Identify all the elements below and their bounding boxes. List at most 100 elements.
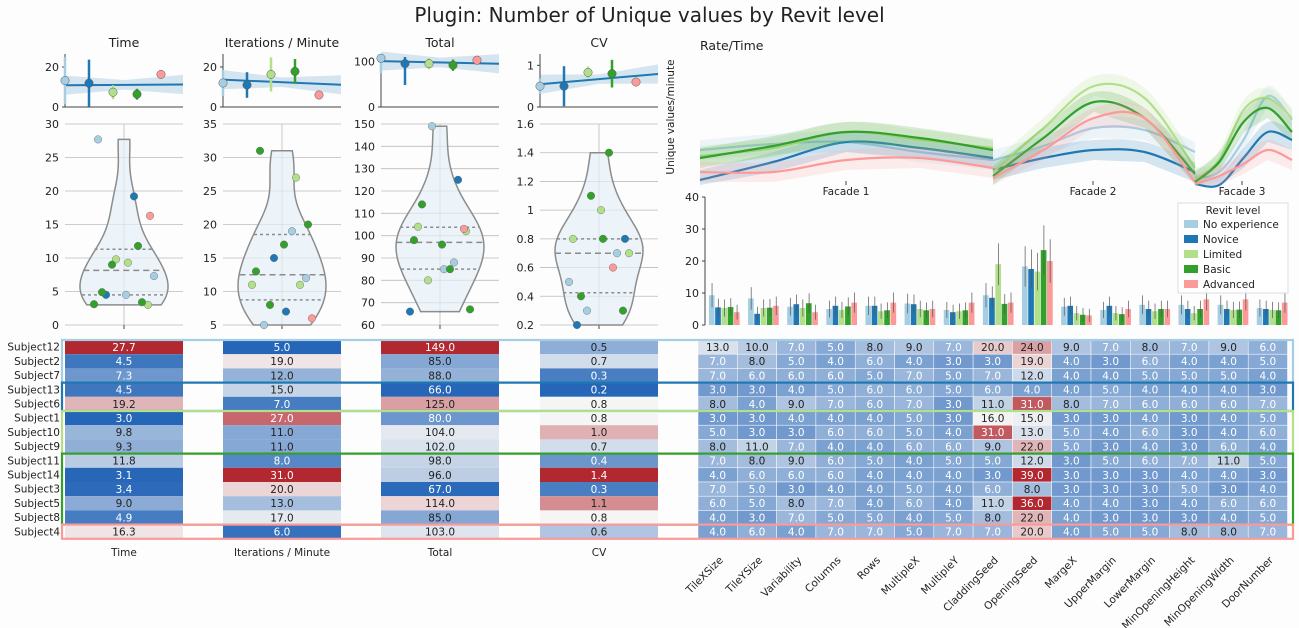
y-tick-label: 0.2	[517, 319, 535, 332]
heat-cell-value: 5.0	[1102, 456, 1119, 468]
heat-cell-value: 0.3	[591, 370, 608, 382]
heat-cell-value: 5.0	[827, 512, 844, 524]
legend-swatch	[1184, 235, 1198, 243]
heat-cell-value: 8.0	[1142, 342, 1159, 354]
heat-cell-value: 5.0	[906, 427, 923, 439]
heat-cell-value: 4.0	[906, 512, 923, 524]
heat-cell-value: 4.0	[1063, 385, 1080, 397]
data-point	[446, 265, 455, 274]
heat-cell	[381, 354, 499, 369]
series-line	[992, 82, 1196, 173]
heat-cell	[223, 467, 341, 482]
mean-point	[108, 87, 118, 97]
heat-cell-value: 80.0	[428, 413, 451, 425]
line-ci-band	[700, 121, 993, 166]
heat-cell	[540, 496, 658, 511]
violin-body	[79, 138, 169, 306]
data-point	[424, 276, 433, 285]
heat-cell-value: 5.0	[1063, 427, 1080, 439]
y-tick-label: 15	[45, 219, 59, 232]
heat-cell-value: 3.0	[1142, 512, 1159, 524]
y-tick-label: 20	[45, 61, 59, 74]
bar	[708, 295, 715, 325]
heat-cell-value: 7.3	[116, 370, 133, 382]
heat-cell-value: 27.7	[112, 342, 135, 354]
heat-cell	[65, 524, 183, 539]
data-point	[256, 146, 265, 155]
heat-cell-value: 6.0	[749, 527, 766, 539]
heat-cell-value: 0.2	[591, 385, 608, 397]
data-point	[569, 234, 578, 243]
mean-point	[314, 90, 324, 100]
mean-point	[376, 53, 386, 63]
y-tick-label: 0	[210, 101, 217, 114]
data-point	[466, 305, 475, 314]
heat-cell	[540, 354, 658, 369]
series-line	[699, 140, 994, 182]
heat-cell-value: 6.0	[1259, 427, 1276, 439]
y-tick-label: 60	[361, 319, 375, 332]
heat-cell-value: 31.0	[270, 470, 293, 482]
data-point	[89, 300, 98, 309]
heat-cell-value: 67.0	[428, 484, 451, 496]
line-ci-band	[1195, 85, 1292, 185]
series-line	[1194, 148, 1293, 186]
heat-cell-value: 6.0	[1142, 399, 1159, 411]
heat-cell-value: 4.0	[1181, 498, 1198, 510]
heat-cell-value: 104.0	[425, 427, 455, 439]
heat-cell-value: 4.0	[1102, 427, 1119, 439]
heat-cell-value: 7.0	[827, 498, 844, 510]
y-tick-label: 130	[354, 163, 375, 176]
heat-cell-value: 5.0	[827, 342, 844, 354]
row-subject: Subject6	[14, 399, 60, 411]
heat-cell-value: 5.0	[906, 527, 923, 539]
heat-cell-value: 9.0	[984, 441, 1001, 453]
heat-cell-value: 20.0	[981, 342, 1004, 354]
heat-cell-value: 24.0	[1020, 342, 1043, 354]
heat-cell-value: 4.0	[1259, 484, 1276, 496]
heat-cell-value: 0.5	[591, 342, 608, 354]
heat-cell-value: 5.0	[1181, 484, 1198, 496]
heat-cell-value: 7.0	[1181, 456, 1198, 468]
heat-cell-value: 7.0	[945, 342, 962, 354]
heat-cell-value: 102.0	[425, 441, 455, 453]
row-subject: Subject4	[14, 526, 60, 538]
heat-cell	[65, 496, 183, 511]
heat-cell	[223, 396, 341, 411]
y-tick-label: 5	[210, 319, 217, 332]
heat-cell-value: 6.0	[866, 399, 883, 411]
data-point	[304, 220, 313, 229]
row-subject: Subject5	[14, 498, 60, 510]
heat-cell-value: 3.1	[116, 470, 133, 482]
group-outline	[60, 523, 1295, 540]
heat-cell-value: 3.0	[1063, 470, 1080, 482]
heat-cell	[381, 524, 499, 539]
mean-point	[60, 76, 70, 86]
heat-cell-value: 85.0	[428, 512, 451, 524]
heat-cell-value: 3.0	[945, 413, 962, 425]
legend-label: No experience	[1203, 219, 1279, 231]
heat-cell-value: 7.0	[827, 527, 844, 539]
heat-cell-value: 3.0	[1142, 484, 1159, 496]
heat-cell	[381, 453, 499, 468]
heat-cell-value: 15.0	[270, 385, 293, 397]
heat-cell-value: 4.0	[945, 470, 962, 482]
mean-point	[472, 55, 482, 65]
heat-cell-value: 13.0	[706, 342, 729, 354]
line-ci-band	[993, 73, 1195, 182]
heat-cell-value: 4.0	[1259, 441, 1276, 453]
column-header: CV	[592, 547, 607, 559]
heat-cell	[381, 368, 499, 383]
heat-cell-value: 4.0	[1142, 413, 1159, 425]
data-point	[619, 306, 628, 315]
heat-cell-value: 6.0	[1142, 356, 1159, 368]
y-tick-label: 0	[692, 319, 699, 332]
bar	[805, 303, 812, 325]
heat-cell-value: 22.0	[1020, 512, 1043, 524]
y-tick-label: 100	[354, 56, 375, 69]
heat-cell-value: 19.0	[270, 356, 293, 368]
bar	[890, 302, 897, 325]
y-tick-label: 120	[354, 185, 375, 198]
heat-cell-value: 7.0	[788, 512, 805, 524]
